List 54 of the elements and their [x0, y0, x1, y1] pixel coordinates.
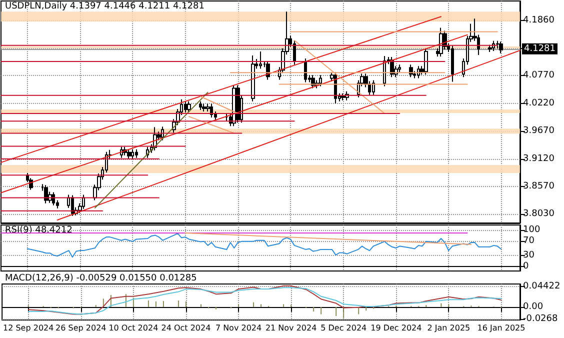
candlestick: [293, 40, 296, 66]
candlestick: [372, 80, 375, 96]
y-tick-label: -0.0268: [523, 314, 558, 324]
y-tick-label: 70: [523, 236, 535, 246]
candlestick: [127, 148, 131, 160]
x-tick-label: 24 Oct 2024: [161, 324, 211, 332]
line-series: [26, 232, 502, 258]
candlestick: [319, 74, 322, 87]
candlestick: [131, 148, 134, 160]
x-tick-label: 21 Nov 2024: [265, 324, 317, 332]
candlestick: [398, 64, 401, 73]
y-tick-label: 4.0220: [523, 98, 555, 108]
candlestick: [52, 192, 55, 206]
chart-title: USDPLN,Daily 4.1397 4.1446 4.1211 4.1281: [5, 2, 204, 12]
y-tick-label: 30: [523, 250, 535, 261]
candlestick: [44, 184, 48, 204]
candlestick: [251, 54, 255, 102]
x-tick-label: 5 Dec 2024: [320, 324, 367, 332]
x-tick-label: 10 Oct 2024: [108, 324, 158, 332]
candlestick: [439, 27, 443, 57]
x-tick-label: 16 Jan 2025: [477, 324, 526, 332]
candlestick: [225, 112, 228, 122]
candlestick: [236, 84, 240, 124]
x-tick-label: 12 Sep 2024: [3, 324, 54, 332]
y-tick-label: 100: [523, 225, 540, 236]
candlestick: [499, 41, 503, 54]
candlestick: [259, 50, 262, 70]
x-tick-label: 26 Sep 2024: [56, 324, 106, 332]
candlestick: [82, 194, 85, 210]
candlestick: [187, 100, 191, 114]
x-tick-label: 19 Dec 2024: [370, 324, 422, 332]
y-tick-label: 0.00: [523, 302, 544, 312]
ref-line-label: 4.1281: [524, 44, 556, 54]
x-tick-label: 2 Jan 2025: [427, 324, 470, 332]
candlestick: [341, 92, 345, 101]
y-tick-label: 0.04422: [523, 282, 560, 292]
y-tick-label: 3.9670: [523, 126, 555, 136]
chart-title: MACD(12,26,9) -0.00529 0.01550 0.01285: [5, 274, 197, 284]
y-tick-label: 4.1860: [523, 16, 555, 26]
candlestick: [424, 48, 428, 76]
y-tick-label: 3.9120: [523, 154, 555, 164]
candlestick: [135, 148, 138, 158]
candlestick: [451, 45, 454, 82]
candlestick: [202, 103, 206, 112]
candlestick: [199, 100, 202, 110]
candlestick: [184, 100, 187, 114]
candlestick: [304, 58, 307, 83]
y-tick-label: 3.8030: [523, 208, 555, 219]
candlestick: [210, 103, 213, 118]
candlestick: [488, 44, 492, 52]
candlestick: [161, 126, 164, 141]
y-tick-label: 4.0770: [523, 70, 555, 81]
x-tick-label: 7 Nov 2024: [215, 324, 262, 332]
y-tick-label: 3.8570: [523, 182, 555, 192]
